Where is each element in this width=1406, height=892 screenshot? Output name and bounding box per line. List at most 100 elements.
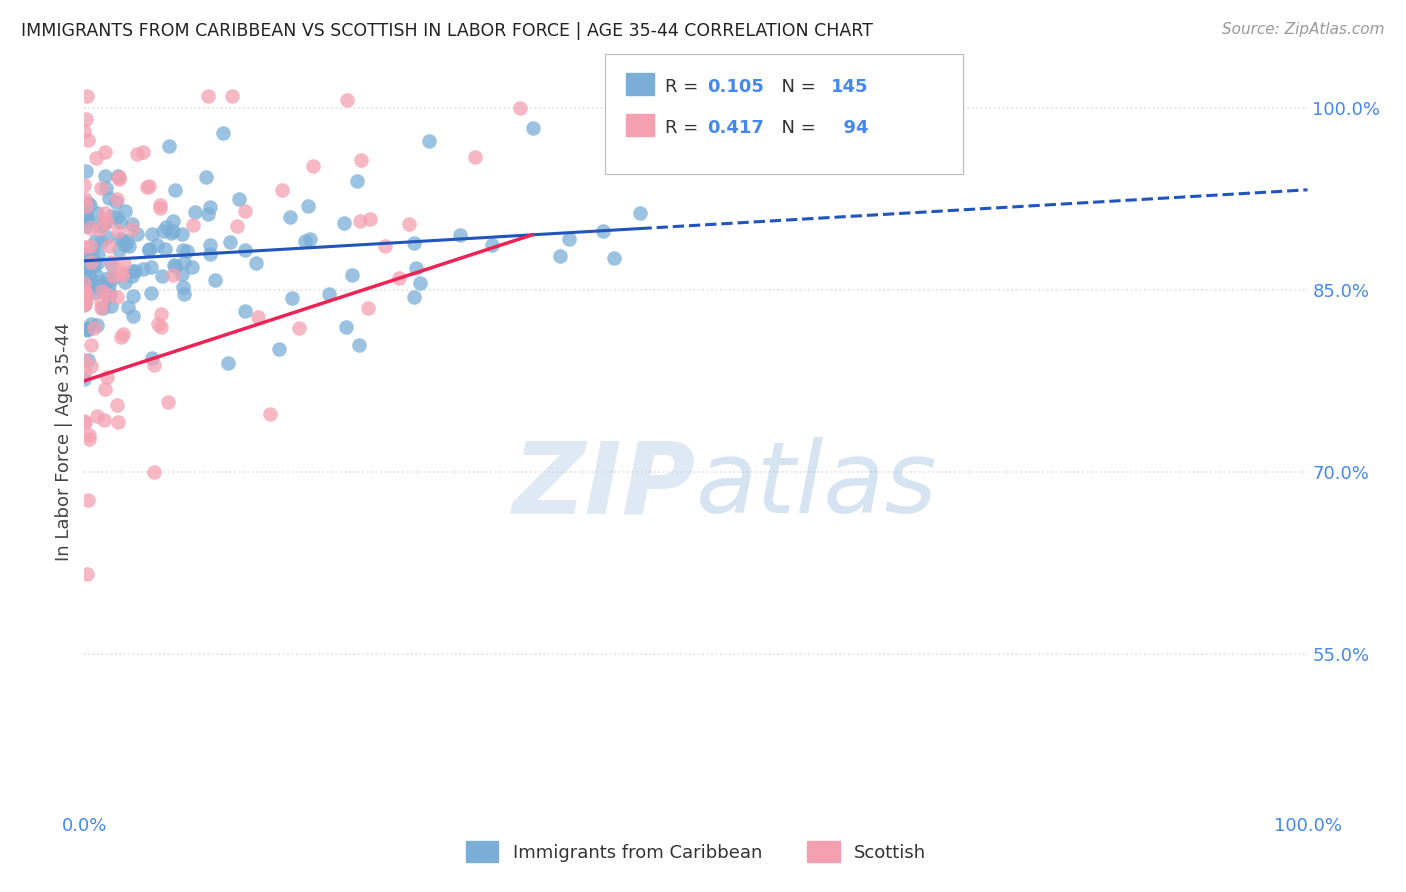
Point: [73, 192, 96, 206]
Point: [221, 88, 243, 103]
Point: [76, 321, 98, 335]
Point: [73, 178, 96, 193]
Point: [197, 207, 219, 221]
Point: [294, 234, 316, 248]
Point: [592, 224, 614, 238]
Point: [153, 242, 176, 256]
Point: [280, 291, 302, 305]
Point: [84, 152, 107, 166]
Point: [112, 234, 135, 248]
Point: [73, 240, 96, 254]
Point: [138, 243, 160, 257]
Point: [107, 224, 129, 238]
Point: [77, 133, 100, 147]
Y-axis label: In Labor Force | Age 35-44: In Labor Force | Age 35-44: [55, 322, 73, 561]
Point: [335, 319, 357, 334]
Text: N =: N =: [770, 119, 823, 136]
Point: [267, 342, 290, 356]
Point: [150, 307, 173, 321]
Point: [204, 273, 226, 287]
Point: [172, 244, 194, 258]
Point: [79, 239, 101, 253]
Point: [157, 395, 180, 409]
Point: [139, 285, 162, 300]
Point: [259, 407, 281, 421]
Point: [163, 260, 186, 274]
Point: [197, 88, 219, 103]
Point: [349, 213, 371, 227]
Point: [101, 271, 124, 285]
Point: [111, 268, 134, 282]
Point: [173, 286, 195, 301]
Point: [135, 180, 157, 194]
Point: [77, 195, 100, 210]
Legend: Immigrants from Caribbean, Scottish: Immigrants from Caribbean, Scottish: [458, 834, 934, 870]
Point: [86, 318, 108, 333]
Point: [157, 139, 180, 153]
Point: [603, 251, 626, 265]
Text: N =: N =: [770, 78, 823, 95]
Point: [141, 351, 163, 365]
Point: [350, 153, 373, 167]
Point: [155, 219, 177, 234]
Point: [84, 235, 107, 249]
Point: [75, 163, 97, 178]
Point: [73, 416, 96, 430]
Point: [176, 244, 198, 258]
Point: [127, 227, 149, 241]
Point: [89, 222, 111, 236]
Point: [183, 204, 205, 219]
Point: [124, 264, 146, 278]
Point: [409, 276, 432, 290]
Point: [100, 255, 122, 269]
Point: [121, 289, 143, 303]
Point: [198, 247, 221, 261]
Point: [86, 255, 108, 269]
Text: 0.105: 0.105: [707, 78, 763, 95]
Point: [218, 235, 240, 249]
Point: [217, 356, 239, 370]
Point: [245, 256, 267, 270]
Point: [132, 261, 155, 276]
Point: [96, 181, 118, 195]
Point: [233, 243, 256, 257]
Point: [149, 320, 172, 334]
Point: [110, 265, 132, 279]
Point: [73, 275, 96, 289]
Point: [73, 259, 96, 273]
Point: [86, 248, 108, 262]
Point: [138, 179, 160, 194]
Text: 0.417: 0.417: [707, 119, 763, 136]
Point: [80, 359, 103, 374]
Point: [200, 200, 222, 214]
Point: [76, 567, 98, 582]
Point: [162, 214, 184, 228]
Point: [73, 285, 96, 299]
Point: [96, 369, 118, 384]
Point: [76, 211, 98, 225]
Point: [96, 277, 118, 292]
Point: [91, 301, 114, 315]
Point: [110, 330, 132, 344]
Point: [93, 216, 115, 230]
Point: [77, 492, 100, 507]
Point: [75, 215, 97, 229]
Point: [90, 284, 112, 298]
Point: [112, 255, 135, 269]
Point: [80, 318, 103, 332]
Point: [75, 112, 97, 126]
Point: [93, 212, 115, 227]
Point: [121, 309, 143, 323]
Point: [233, 203, 256, 218]
Point: [107, 171, 129, 186]
Point: [108, 244, 131, 258]
Text: 145: 145: [831, 78, 869, 95]
Point: [75, 292, 97, 306]
Point: [318, 287, 340, 301]
Point: [73, 258, 96, 272]
Point: [94, 169, 117, 183]
Point: [302, 160, 325, 174]
Point: [398, 218, 420, 232]
Point: [105, 290, 128, 304]
Point: [98, 238, 121, 252]
